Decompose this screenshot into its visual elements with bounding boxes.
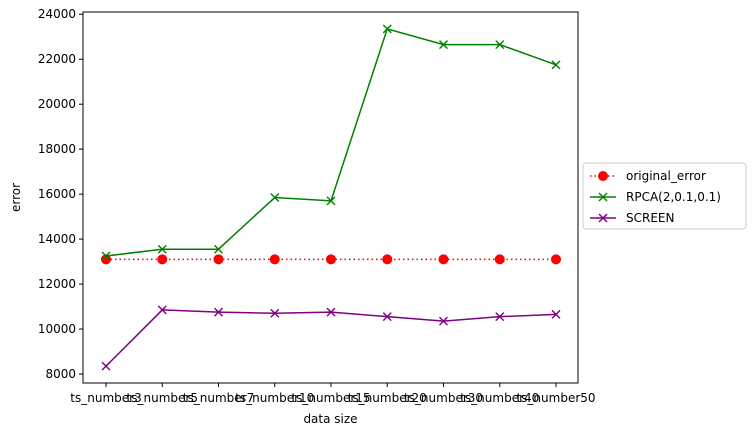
y-tick-label: 8000 — [45, 367, 76, 381]
data-point-stroke — [157, 244, 167, 254]
series-2 — [101, 305, 561, 371]
data-point-stroke — [326, 307, 336, 317]
y-tick-label: 12000 — [38, 277, 76, 291]
x-axis-label: data size — [303, 412, 357, 426]
data-point — [269, 254, 280, 265]
data-point — [438, 254, 449, 265]
data-point — [551, 60, 561, 70]
legend: original_error RPCA(2,0.1,0.1) SCREEN — [582, 162, 747, 230]
data-point-stroke — [382, 24, 392, 34]
legend-marker — [598, 213, 608, 223]
legend-item: original_error — [590, 169, 706, 183]
x-tick-label: ts_number7 — [183, 391, 254, 405]
data-point-stroke — [495, 40, 505, 50]
x-tick-label: ts_number30 — [404, 391, 483, 405]
data-point — [157, 305, 167, 315]
legend-marker-stroke — [598, 213, 608, 223]
data-point — [551, 254, 561, 265]
y-tick-label: 20000 — [38, 97, 76, 111]
y-tick-label: 24000 — [38, 7, 76, 21]
data-point-stroke — [382, 312, 392, 322]
data-point — [157, 244, 167, 254]
data-point — [101, 254, 111, 265]
data-point-stroke — [270, 193, 280, 202]
y-axis-label: error — [9, 183, 23, 212]
data-point — [439, 316, 448, 326]
y-tick-label: 18000 — [38, 142, 76, 156]
data-point — [270, 308, 280, 318]
legend-marker — [598, 171, 608, 181]
data-point — [494, 254, 505, 265]
data-point — [382, 24, 392, 34]
plot-area: 8000 10000 12000 14000 16000 18000 20000 22000 2… — [38, 7, 596, 405]
data-point-stroke — [551, 60, 561, 70]
data-point — [495, 40, 505, 50]
data-point — [382, 254, 393, 265]
data-point-stroke — [495, 312, 505, 322]
legend-label: RPCA(2,0.1,0.1) — [626, 190, 721, 204]
data-point — [214, 307, 223, 317]
data-point-stroke — [214, 244, 223, 254]
data-point-stroke — [270, 308, 280, 318]
data-point — [495, 312, 505, 322]
series-1 — [101, 24, 561, 261]
y-tick-label: 10000 — [38, 322, 76, 336]
x-tick-label: ts_number40 — [460, 391, 539, 405]
x-tick-label: ts_number10 — [235, 391, 314, 405]
y-tick-label: 22000 — [38, 52, 76, 66]
series-0 — [101, 254, 561, 265]
data-point — [270, 193, 280, 202]
data-point — [326, 254, 336, 265]
data-point-stroke — [439, 316, 448, 326]
x-tick-label: ts_number50 — [516, 391, 595, 405]
data-point-stroke — [101, 251, 111, 261]
data-point — [326, 196, 336, 206]
legend-box — [582, 162, 747, 230]
data-point-stroke — [157, 305, 167, 315]
legend-label: SCREEN — [626, 211, 674, 225]
data-point-stroke — [326, 196, 336, 206]
data-point-stroke — [214, 307, 223, 317]
x-tick-label: ts_number15 — [291, 391, 370, 405]
legend-item: SCREEN — [590, 211, 674, 225]
x-tick-label: ts_number3 — [70, 391, 141, 405]
legend-marker — [598, 192, 608, 202]
x-tick-label: ts_number20 — [348, 391, 427, 405]
x-tick-label: ts_number5 — [127, 391, 198, 405]
data-point-stroke — [551, 309, 561, 319]
data-point — [439, 40, 448, 50]
data-point — [382, 312, 392, 322]
data-point-stroke — [439, 40, 448, 50]
data-point — [551, 309, 561, 319]
legend-marker-stroke — [598, 192, 608, 202]
data-point — [213, 254, 224, 265]
data-point-stroke — [101, 361, 111, 371]
data-point — [157, 254, 168, 265]
data-point — [326, 307, 336, 317]
legend-item: RPCA(2,0.1,0.1) — [590, 190, 721, 204]
data-point — [214, 244, 223, 254]
y-tick-label: 14000 — [38, 232, 76, 246]
y-tick-label: 16000 — [38, 187, 76, 201]
data-point — [101, 251, 111, 261]
legend-label: original_error — [626, 169, 706, 183]
data-point — [101, 361, 111, 371]
